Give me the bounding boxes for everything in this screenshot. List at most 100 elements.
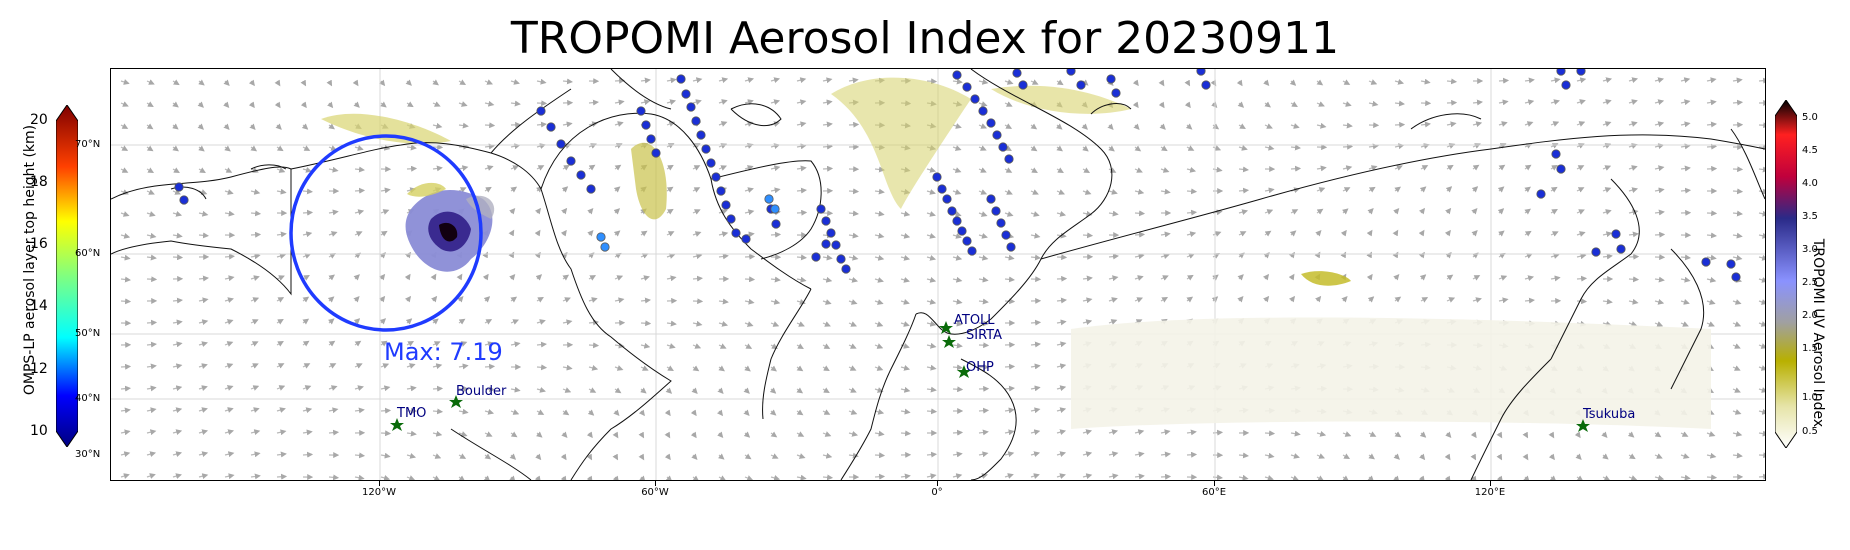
wind-arrow bbox=[510, 143, 521, 150]
wind-arrow bbox=[146, 167, 155, 173]
wind-arrow bbox=[1758, 188, 1765, 195]
wind-arrow bbox=[1264, 230, 1272, 237]
site-label-tmo: TMO bbox=[397, 406, 427, 421]
wind-arrow bbox=[978, 320, 990, 327]
wind-arrow bbox=[482, 273, 489, 281]
right-cb-tick: 0.5 bbox=[1802, 426, 1818, 437]
wind-arrow bbox=[952, 386, 964, 393]
wind-arrow bbox=[640, 230, 648, 237]
wind-arrow bbox=[664, 431, 671, 439]
wind-arrow bbox=[1524, 208, 1531, 215]
wind-arrow bbox=[275, 123, 282, 130]
wind-arrow bbox=[223, 79, 230, 86]
wind-arrow bbox=[1134, 451, 1145, 458]
wind-arrow bbox=[1030, 429, 1041, 436]
wind-arrow bbox=[250, 167, 259, 173]
wind-arrow bbox=[978, 101, 988, 107]
wind-arrow bbox=[1289, 230, 1297, 237]
wind-arrow bbox=[1706, 254, 1717, 261]
wind-arrow bbox=[302, 167, 312, 173]
site-marker-boulder bbox=[449, 395, 463, 408]
wind-arrow bbox=[665, 387, 673, 394]
wind-arrow bbox=[691, 453, 698, 460]
wind-arrow bbox=[612, 431, 619, 439]
wind-arrow bbox=[588, 319, 599, 326]
wind-arrow bbox=[172, 123, 179, 130]
wind-arrow bbox=[1758, 321, 1765, 327]
wind-arrow bbox=[1264, 187, 1275, 194]
wind-arrow bbox=[796, 365, 804, 372]
wind-arrow bbox=[640, 77, 651, 84]
wind-arrow bbox=[1134, 231, 1146, 238]
wind-arrow bbox=[1706, 276, 1717, 283]
latitude-label: 30°N bbox=[75, 449, 101, 460]
wind-arrow bbox=[612, 453, 619, 461]
wind-arrow bbox=[1186, 429, 1197, 436]
wind-arrow bbox=[1732, 321, 1742, 327]
wind-arrow bbox=[1498, 77, 1510, 84]
wind-arrow bbox=[1680, 453, 1690, 459]
wind-arrow bbox=[1758, 254, 1765, 261]
wind-arrow bbox=[1732, 299, 1742, 305]
wind-arrow bbox=[1575, 453, 1582, 460]
wind-arrow bbox=[1446, 78, 1458, 85]
wind-arrow bbox=[328, 407, 339, 414]
wind-arrow bbox=[1602, 165, 1612, 171]
wind-arrow bbox=[1628, 276, 1640, 283]
wind-arrow bbox=[405, 318, 413, 325]
wind-arrow bbox=[1081, 123, 1088, 130]
wind-arrow bbox=[250, 473, 261, 480]
wind-arrow bbox=[664, 453, 671, 461]
wind-arrow bbox=[458, 318, 466, 325]
wind-arrow bbox=[926, 320, 937, 327]
site-marker-ohp bbox=[957, 365, 971, 378]
wind-arrow bbox=[1262, 273, 1270, 281]
wind-arrow bbox=[172, 79, 180, 86]
wind-arrow bbox=[1602, 77, 1613, 84]
wind-arrow bbox=[770, 77, 781, 83]
wind-arrow bbox=[172, 473, 182, 479]
longitude-tick: 60°W bbox=[641, 487, 669, 498]
wind-arrow bbox=[562, 364, 573, 371]
wind-arrow bbox=[1602, 253, 1613, 260]
map-panel[interactable] bbox=[110, 68, 1766, 481]
wind-arrow bbox=[510, 386, 521, 393]
wind-arrow bbox=[796, 165, 807, 172]
wind-arrow bbox=[198, 275, 209, 282]
wind-arrow bbox=[354, 474, 365, 480]
wind-arrow bbox=[718, 298, 729, 305]
wind-arrow bbox=[354, 385, 364, 391]
wind-arrow bbox=[1628, 298, 1639, 305]
wind-arrow bbox=[1367, 475, 1375, 480]
wind-arrow bbox=[1212, 231, 1222, 237]
wind-arrow bbox=[1654, 276, 1665, 283]
wind-arrow bbox=[536, 121, 547, 128]
wind-arrow bbox=[743, 409, 750, 416]
wind-arrow bbox=[327, 296, 335, 303]
wind-arrow bbox=[1184, 79, 1191, 87]
wind-arrow bbox=[562, 121, 573, 128]
wind-arrow bbox=[1420, 297, 1429, 303]
wind-arrow bbox=[276, 297, 285, 303]
wind-arrow bbox=[1758, 166, 1765, 173]
wind-arrow bbox=[250, 429, 261, 436]
wind-arrow bbox=[510, 409, 520, 415]
wind-arrow bbox=[1368, 431, 1377, 437]
wind-arrow bbox=[848, 210, 859, 217]
wind-arrow bbox=[224, 473, 235, 480]
right-cb-tick: 4.0 bbox=[1802, 178, 1818, 189]
wind-arrow bbox=[1576, 253, 1587, 260]
wind-arrow bbox=[300, 79, 307, 87]
wind-arrow bbox=[1498, 99, 1509, 106]
wind-arrow bbox=[1030, 167, 1038, 173]
wind-arrow bbox=[1030, 341, 1041, 348]
wind-arrow bbox=[560, 475, 567, 480]
wind-arrow bbox=[796, 77, 807, 84]
wind-arrow bbox=[718, 343, 727, 349]
wind-arrow bbox=[640, 387, 647, 394]
wind-arrow bbox=[1602, 475, 1611, 480]
wind-arrow bbox=[406, 144, 417, 151]
wind-arrow bbox=[952, 429, 964, 436]
wind-arrow bbox=[172, 363, 183, 370]
wind-arrow bbox=[1394, 165, 1403, 171]
